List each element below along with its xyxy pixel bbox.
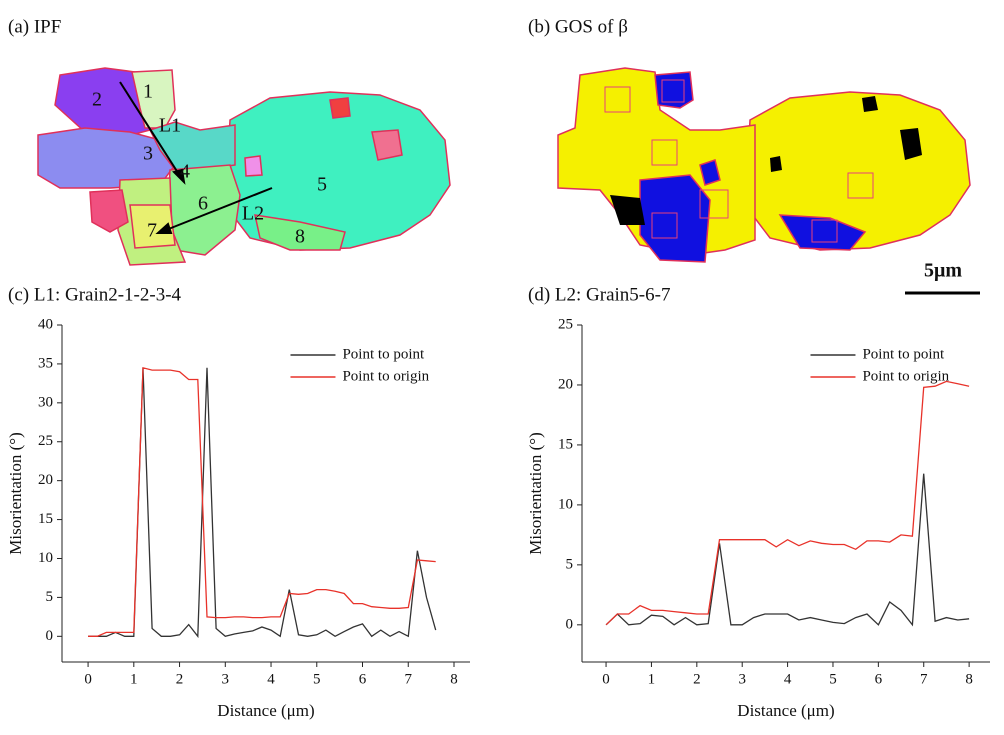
scale-bar-label: 5μm: [924, 260, 962, 282]
x-tick-label: 1: [648, 671, 656, 687]
panel-title: (a) IPF: [8, 16, 61, 37]
chart-title: (c) L1: Grain2-1-2-3-4: [8, 284, 182, 305]
grain-label: L2: [242, 203, 264, 225]
series-line: [88, 366, 436, 637]
series-line: [88, 367, 437, 639]
y-tick-label: 15: [558, 436, 573, 452]
legend-label: Point to origin: [862, 368, 949, 384]
x-tick-label: 5: [829, 671, 837, 687]
x-tick-label: 4: [784, 671, 792, 687]
y-tick-label: 5: [566, 556, 574, 572]
y-axis-label: Misorientation (°): [6, 432, 25, 554]
gos-map: [557, 67, 971, 263]
x-tick-label: 0: [602, 671, 610, 687]
grain-label: 4: [180, 161, 190, 183]
y-tick-label: 0: [46, 628, 54, 644]
y-tick-label: 10: [558, 496, 573, 512]
x-tick-label: 5: [313, 671, 321, 687]
line-marker: [119, 81, 273, 234]
chart-title: (d) L2: Grain5-6-7: [528, 284, 670, 305]
y-tick-label: 40: [38, 316, 53, 332]
y-tick-label: 15: [38, 511, 53, 527]
x-tick-label: 7: [405, 671, 413, 687]
y-tick-label: 20: [558, 376, 573, 392]
y-tick-label: 5: [46, 589, 54, 605]
grain-label: L1: [159, 115, 181, 137]
y-tick-label: 35: [38, 355, 53, 371]
x-tick-label: 2: [693, 671, 701, 687]
legend-label: Point to point: [862, 346, 945, 362]
y-tick-label: 25: [38, 433, 53, 449]
grain-label: 5: [317, 174, 327, 196]
grain-label: 3: [143, 143, 153, 165]
x-tick-label: 1: [130, 671, 138, 687]
x-tick-label: 4: [267, 671, 275, 687]
x-tick-label: 6: [875, 671, 883, 687]
y-tick-label: 25: [558, 316, 573, 332]
series-line: [605, 380, 970, 626]
panel-title: (b) GOS of β: [528, 16, 628, 37]
grain-label: 8: [295, 226, 305, 248]
grain-label: 1: [143, 81, 153, 103]
x-tick-label: 0: [84, 671, 92, 687]
x-tick-label: 8: [965, 671, 973, 687]
ipf-map: [37, 67, 451, 266]
y-tick-label: 10: [38, 550, 53, 566]
legend-label: Point to origin: [342, 368, 429, 384]
legend-label: Point to point: [342, 346, 425, 362]
grain-label: 6: [198, 193, 208, 215]
x-tick-label: 3: [738, 671, 746, 687]
x-tick-label: 6: [359, 671, 367, 687]
y-tick-label: 20: [38, 472, 53, 488]
x-axis-label: Distance (μm): [217, 701, 314, 720]
x-axis-label: Distance (μm): [737, 701, 834, 720]
grain-label: 7: [147, 220, 157, 242]
x-tick-label: 7: [920, 671, 928, 687]
x-tick-label: 2: [176, 671, 184, 687]
grain-label: 2: [92, 89, 102, 111]
x-tick-label: 3: [222, 671, 230, 687]
series-line: [605, 473, 970, 627]
y-axis-label: Misorientation (°): [526, 432, 545, 554]
x-tick-label: 8: [450, 671, 458, 687]
y-tick-label: 0: [566, 616, 574, 632]
y-tick-label: 30: [38, 394, 53, 410]
